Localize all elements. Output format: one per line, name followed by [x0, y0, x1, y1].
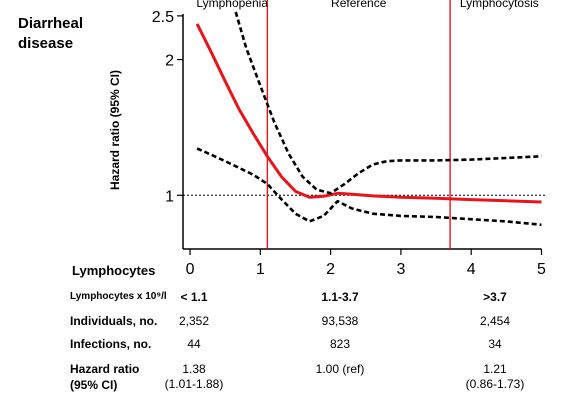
region-label: Lymphocytosis [460, 0, 539, 10]
y-tick-label: 2 [165, 53, 174, 70]
hazard-ratio-curve [195, 23, 542, 204]
table-cell: 2,352 [178, 314, 210, 328]
table-cell: 34 [488, 337, 502, 351]
upper-ci-curve [234, 11, 542, 195]
x-tick-label: 4 [467, 261, 476, 278]
hazard-value: 1.21 [483, 362, 507, 376]
region-label: Lymphopenia [196, 0, 268, 10]
table-cell: 2,454 [479, 314, 511, 328]
table-col-header-2: 1.1-3.7 [321, 290, 359, 304]
table-cell: 93,538 [321, 314, 359, 328]
table-col-header-3: >3.7 [483, 290, 507, 304]
lower-ci-curve [196, 147, 542, 227]
x-tick-label: 5 [537, 261, 546, 278]
x-axis-label: Lymphocytes [72, 263, 155, 278]
x-tick-label: 1 [256, 261, 265, 278]
table-cell: 44 [187, 337, 201, 351]
region-label: Reference [331, 0, 387, 10]
figure-title-line-2: disease [18, 35, 74, 52]
table-col-header-1: < 1.1 [180, 290, 208, 304]
hazard-label-line-1: Hazard ratio [70, 362, 140, 376]
x-tick-label: 2 [326, 261, 335, 278]
table-header-label: Lymphocytes x 10⁹/l [70, 291, 167, 302]
y-tick-label: 1 [165, 188, 174, 205]
y-tick-label: 2.5 [152, 9, 174, 26]
x-tick-label: 3 [396, 261, 405, 278]
hazard-value: 1.00 (ref) [315, 362, 365, 376]
table-cell: 823 [329, 337, 351, 351]
hazard-ci: (0.86-1.73) [465, 377, 525, 391]
figure-title-line-1: Diarrheal [18, 15, 84, 32]
table-row-label: Infections, no. [70, 337, 152, 351]
hazard-value: 1.38 [182, 362, 206, 376]
x-tick-label: 0 [186, 261, 195, 278]
hazard-ci: (1.01-1.88) [164, 377, 224, 391]
hazard-label-line-2: (95% CI) [70, 378, 118, 392]
table-row-label: Individuals, no. [70, 314, 158, 328]
y-axis-label: Hazard ratio (95% CI) [108, 70, 122, 190]
